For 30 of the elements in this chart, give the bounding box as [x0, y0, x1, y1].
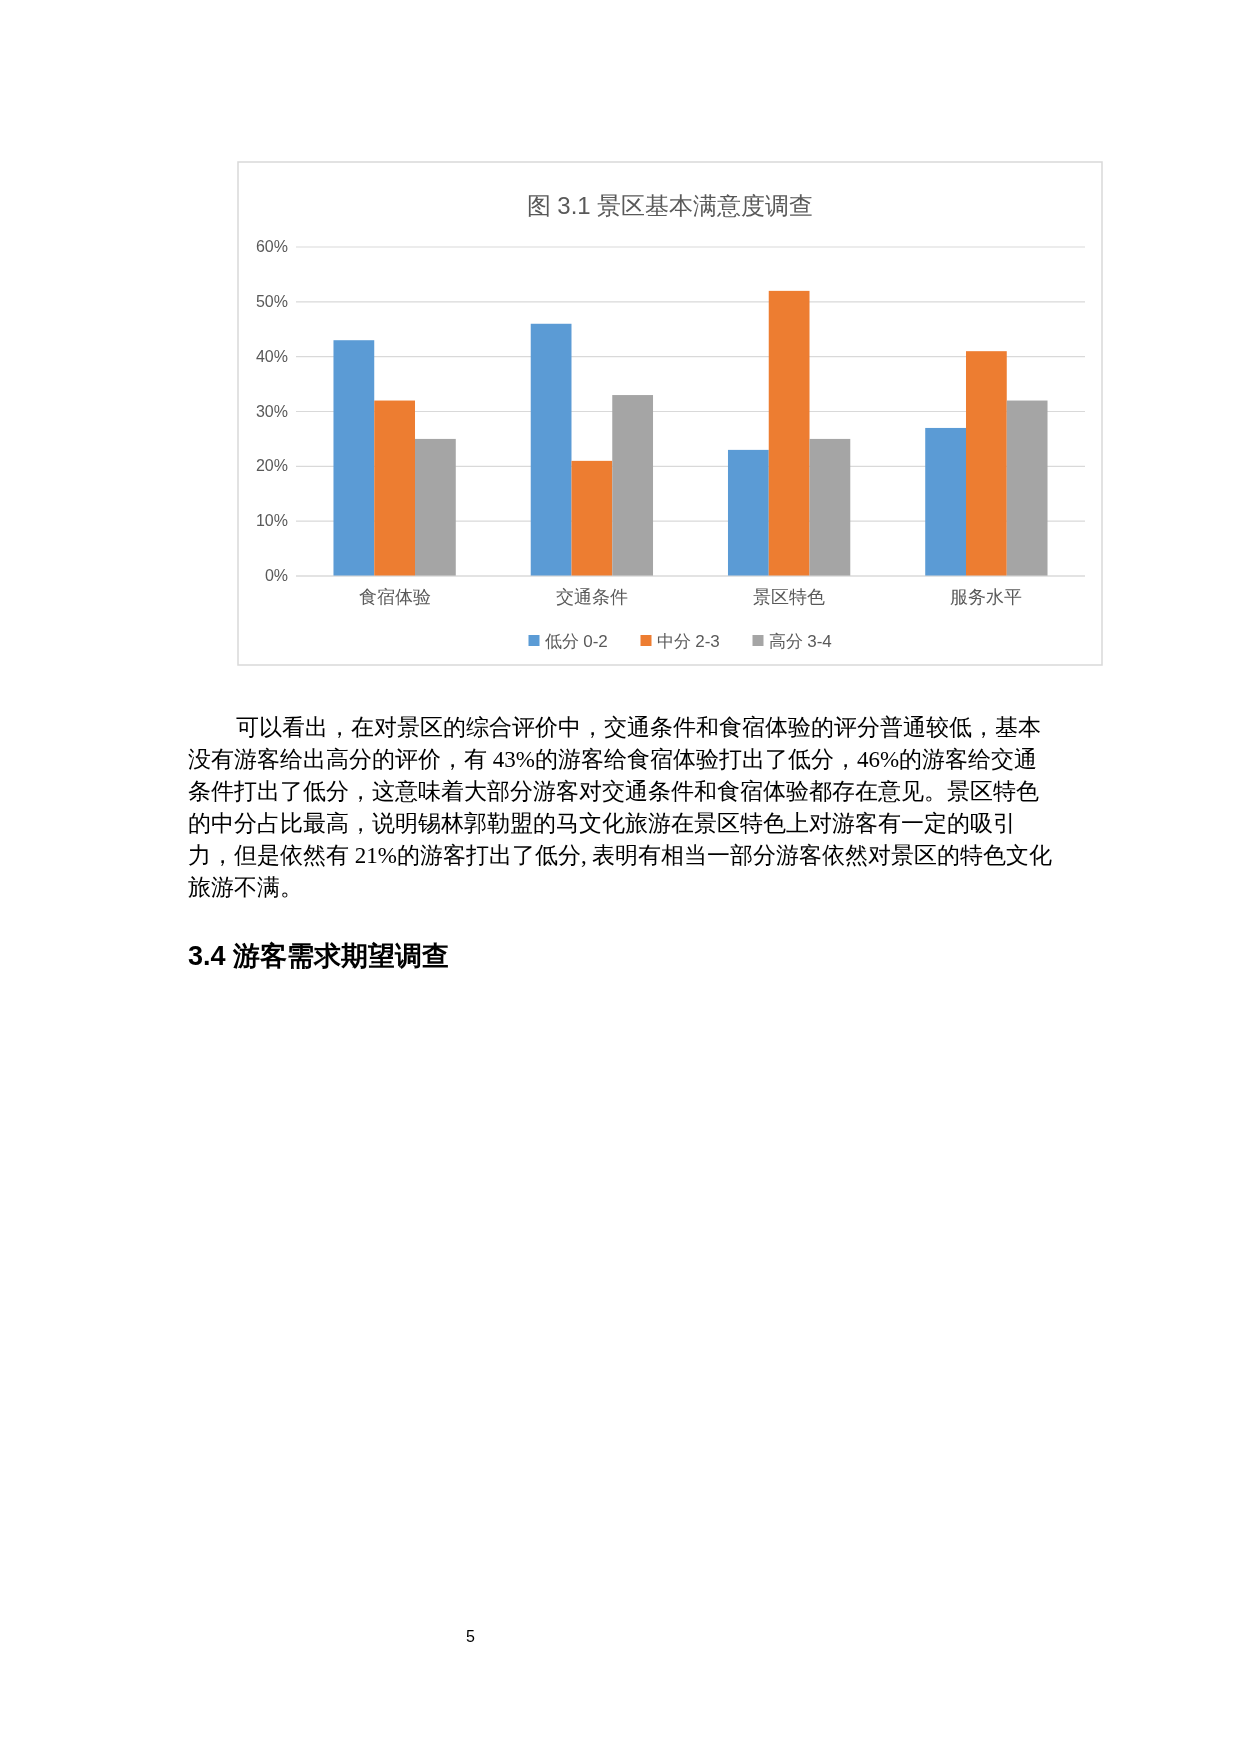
- bar: [415, 438, 456, 576]
- legend-label: 高分 3-4: [768, 632, 832, 651]
- y-tick-label: 30%: [255, 402, 288, 420]
- legend-label: 低分 0-2: [544, 632, 608, 651]
- text: 可以看出，在对景区的综合评价中，交通条件和食宿体验的评分普通较低，基本没有游客给出高分的评价，有 43%的游客给食宿体验打出了低分，46%的游客给交通条件打出了低分，这意味着大部分游客对交通条件和食宿体验都存在意见。景区特色的中分占比最高，说明锡林郭勒盟的马文化旅游在景区特色上对游客有一定的吸引力，但是依然有 21%的游客打出了低分, 表明有相当一部分游客依然对景区的特色文化旅游不满。: [188, 714, 1054, 902]
- bar: [530, 323, 572, 576]
- y-tick-label: 20%: [255, 457, 288, 475]
- y-tick-label: 40%: [255, 347, 288, 365]
- x-tick-label: 服务水平: [950, 587, 1023, 607]
- bar: [768, 290, 810, 576]
- y-tick-label: 60%: [255, 238, 288, 255]
- y-tick-label: 0%: [264, 567, 288, 584]
- y-tick-label: 10%: [255, 512, 288, 530]
- text: 5: [466, 1628, 475, 1646]
- bar: [727, 449, 769, 576]
- bar: [571, 460, 613, 576]
- legend-label: 中分 2-3: [656, 632, 720, 651]
- bar: [965, 351, 1007, 576]
- bar: [333, 340, 375, 576]
- chart-title: 图 3.1 景区基本满意度调查: [526, 192, 814, 219]
- x-tick-label: 食宿体验: [358, 587, 431, 607]
- bar: [612, 395, 654, 576]
- bar: [809, 438, 851, 576]
- bar: [374, 400, 416, 576]
- bar: [925, 427, 966, 576]
- x-tick-label: 交通条件: [555, 587, 628, 607]
- y-tick-label: 50%: [255, 292, 288, 310]
- bar: [1006, 400, 1048, 576]
- text: 3.4 游客需求期望调查: [188, 940, 450, 973]
- x-tick-label: 景区特色: [753, 587, 826, 607]
